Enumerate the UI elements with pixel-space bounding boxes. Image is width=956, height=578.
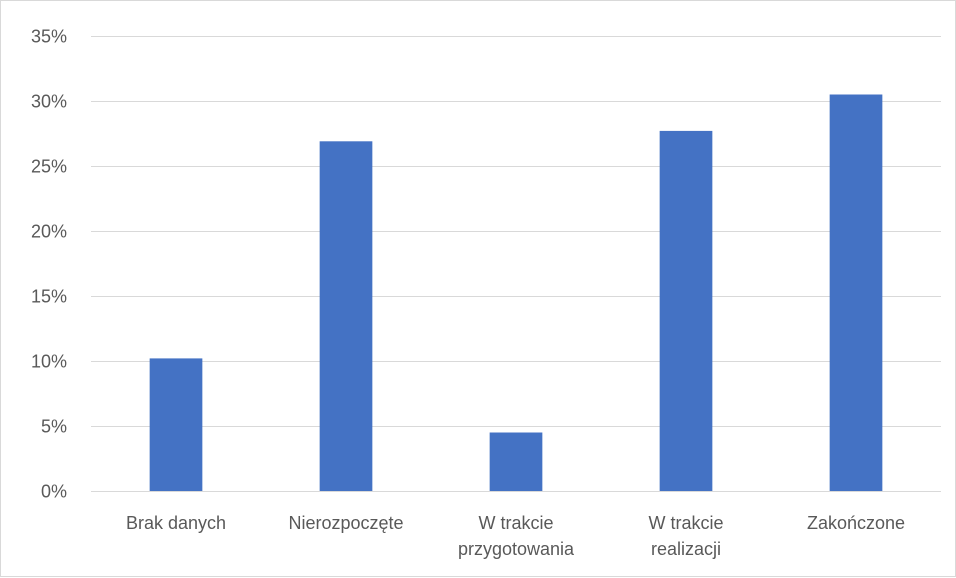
bars [149, 94, 883, 492]
x-tick-label: Zakończone [807, 513, 905, 533]
x-axis-labels: Brak danych Nierozpoczęte W trakcie przygot… [126, 513, 905, 559]
x-tick-label: W trakcie realizacji [648, 513, 723, 559]
bar [489, 432, 543, 491]
bar [829, 94, 883, 491]
bar [319, 141, 373, 492]
y-tick-label: 35% [31, 27, 67, 47]
y-tick-label: 10% [31, 352, 67, 372]
y-tick-label: 25% [31, 157, 67, 177]
gridlines [91, 36, 941, 427]
x-tick-label: Nierozpoczęte [288, 513, 403, 533]
x-tick-label: W trakcie przygotowania [458, 513, 575, 559]
y-tick-label: 20% [31, 222, 67, 242]
bar [659, 130, 713, 491]
y-axis-ticks: 0% 5% 10% 15% 20% 25% 30% 35% [31, 27, 67, 502]
y-tick-label: 15% [31, 287, 67, 307]
y-tick-label: 30% [31, 92, 67, 112]
x-tick-label: Brak danych [126, 513, 226, 533]
y-tick-label: 0% [41, 482, 67, 502]
bar [149, 358, 203, 491]
y-tick-label: 5% [41, 417, 67, 437]
